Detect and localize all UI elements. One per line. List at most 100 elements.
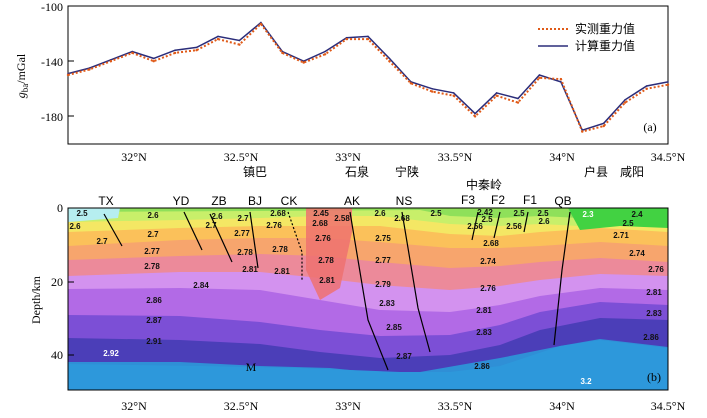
density-label-12: 2.6 bbox=[211, 212, 223, 221]
density-label-44: 2.68 bbox=[483, 239, 499, 248]
computed-point-14 bbox=[367, 35, 369, 38]
observed-point-26 bbox=[623, 101, 627, 104]
station-bj: BJ bbox=[248, 194, 262, 208]
xtick-label-a3: 33.5°N bbox=[438, 150, 473, 164]
fault-f2 bbox=[493, 211, 501, 239]
fault-ns bbox=[401, 211, 431, 353]
station-qb: QB bbox=[554, 194, 571, 208]
density-label-50: 2.3 bbox=[582, 210, 594, 219]
density-label-40: 2.56 bbox=[506, 222, 522, 231]
moho-label: M bbox=[246, 360, 257, 374]
density-label-18: 2.68 bbox=[270, 209, 286, 218]
density-label-5: 2.77 bbox=[144, 247, 160, 256]
ytick-label-a0: -100 bbox=[41, 0, 63, 14]
density-label-32: 2.79 bbox=[375, 280, 391, 289]
computed-point-8 bbox=[238, 39, 241, 42]
density-label-57: 2.83 bbox=[646, 309, 662, 318]
computed-point-23 bbox=[560, 81, 562, 83]
density-label-0: 2.5 bbox=[76, 209, 88, 218]
xtick-label-a2: 33°N bbox=[335, 150, 361, 164]
density-label-26: 2.78 bbox=[318, 256, 334, 265]
density-label-1: 2.6 bbox=[69, 222, 81, 231]
density-label-45: 2.74 bbox=[480, 257, 496, 266]
density-label-43: 2.6 bbox=[538, 217, 550, 226]
computed-point-17 bbox=[431, 88, 434, 90]
place-shiquan: 石泉 bbox=[345, 165, 369, 179]
fault-tx bbox=[103, 213, 123, 247]
computed-point-18 bbox=[452, 92, 455, 94]
density-label-13: 2.7 bbox=[205, 221, 217, 230]
observed-point-18 bbox=[452, 94, 455, 97]
density-label-59: 3.2 bbox=[580, 377, 592, 386]
panel-a-yaxis: -100 -140 -180 bbox=[41, 0, 74, 124]
computed-point-26 bbox=[624, 99, 626, 101]
density-label-4: 2.7 bbox=[96, 237, 108, 246]
xtick-label-b5: 34.5°N bbox=[651, 399, 686, 413]
legend: 实测重力值 计算重力值 bbox=[538, 21, 635, 53]
computed-point-21 bbox=[517, 97, 519, 100]
density-label-53: 2.71 bbox=[613, 231, 629, 240]
fault-f1 bbox=[523, 211, 529, 233]
observed-point-2 bbox=[109, 60, 113, 63]
density-label-48: 2.83 bbox=[476, 328, 492, 337]
xtick-label-b4: 34°N bbox=[549, 399, 575, 413]
density-label-55: 2.76 bbox=[648, 265, 664, 274]
station-labels: TX YD ZB BJ CK AK NS F3 F2 F1 QB bbox=[98, 193, 571, 208]
legend-observed-label: 实测重力值 bbox=[575, 21, 635, 36]
series-layer bbox=[66, 21, 670, 133]
density-label-24: 2.58 bbox=[334, 214, 350, 223]
density-label-29: 2.68 bbox=[394, 214, 410, 223]
density-label-46: 2.76 bbox=[480, 284, 496, 293]
xtick-label-b0: 32°N bbox=[121, 399, 147, 413]
gravity-profile-panel: -100 -140 -180 gba/mGal 实测重力值 计算重力值 (a) bbox=[14, 0, 670, 145]
observed-point-3 bbox=[131, 51, 134, 55]
observed-point-25 bbox=[602, 124, 605, 128]
panel-a-tag: (a) bbox=[643, 120, 656, 134]
place-huxian: 户县 bbox=[584, 164, 608, 179]
computed-point-6 bbox=[195, 46, 198, 49]
station-f2: F2 bbox=[491, 193, 505, 207]
density-label-3: 2.7 bbox=[147, 230, 159, 239]
ytick-label-a1: -140 bbox=[41, 55, 63, 69]
fault-f3 bbox=[471, 211, 479, 241]
density-label-42: 2.5 bbox=[537, 209, 549, 218]
ytick-label-b2: 40 bbox=[51, 348, 63, 362]
density-label-58: 2.86 bbox=[643, 333, 659, 342]
ytick-label-b0: 0 bbox=[57, 201, 63, 215]
density-label-25: 2.76 bbox=[315, 234, 331, 243]
density-label-41: 2.5 bbox=[513, 209, 525, 218]
density-label-35: 2.87 bbox=[396, 352, 412, 361]
fault-ck bbox=[287, 211, 303, 280]
density-label-37: 2.42 bbox=[477, 208, 493, 217]
panel-a-ylabel: gba/mGal bbox=[14, 53, 30, 98]
computed-point-27 bbox=[645, 85, 648, 87]
crustal-density-panel: 0 20 40 Depth/km TX YD ZB BJ CK AK NS F3… bbox=[29, 164, 686, 413]
computed-point-4 bbox=[152, 57, 155, 60]
density-label-36: 2.5 bbox=[430, 209, 442, 218]
xtick-label-b2: 33°N bbox=[335, 399, 361, 413]
fault-ak bbox=[349, 211, 389, 371]
density-label-47: 2.81 bbox=[476, 306, 492, 315]
density-layers bbox=[68, 208, 668, 390]
observed-point-17 bbox=[431, 90, 434, 93]
computed-point-15 bbox=[388, 57, 391, 60]
observed-point-13 bbox=[345, 37, 348, 41]
density-label-8: 2.86 bbox=[146, 296, 162, 305]
computed-point-12 bbox=[324, 50, 326, 53]
observed-point-4 bbox=[152, 60, 155, 63]
observed-point-11 bbox=[302, 61, 305, 64]
density-label-16: 2.78 bbox=[237, 248, 253, 257]
density-label-52: 2.5 bbox=[622, 219, 634, 228]
panel-b-ylabel: Depth/km bbox=[29, 275, 43, 324]
density-label-20: 2.78 bbox=[272, 245, 288, 254]
density-label-23: 2.68 bbox=[312, 219, 328, 228]
density-label-28: 2.6 bbox=[374, 209, 386, 218]
station-ck: CK bbox=[281, 194, 298, 208]
density-label-2: 2.6 bbox=[147, 211, 159, 220]
density-label-7: 2.84 bbox=[193, 281, 209, 290]
fault-zb bbox=[209, 213, 233, 263]
panel-a-xaxis: 32°N 32.5°N 33°N 33.5°N 34°N 34.5°N bbox=[121, 150, 685, 164]
density-labels: 2.52.62.62.72.72.772.782.842.862.872.912… bbox=[69, 208, 664, 386]
place-xianyang: 咸阳 bbox=[620, 165, 644, 179]
panel-b-tag: (b) bbox=[647, 370, 661, 384]
